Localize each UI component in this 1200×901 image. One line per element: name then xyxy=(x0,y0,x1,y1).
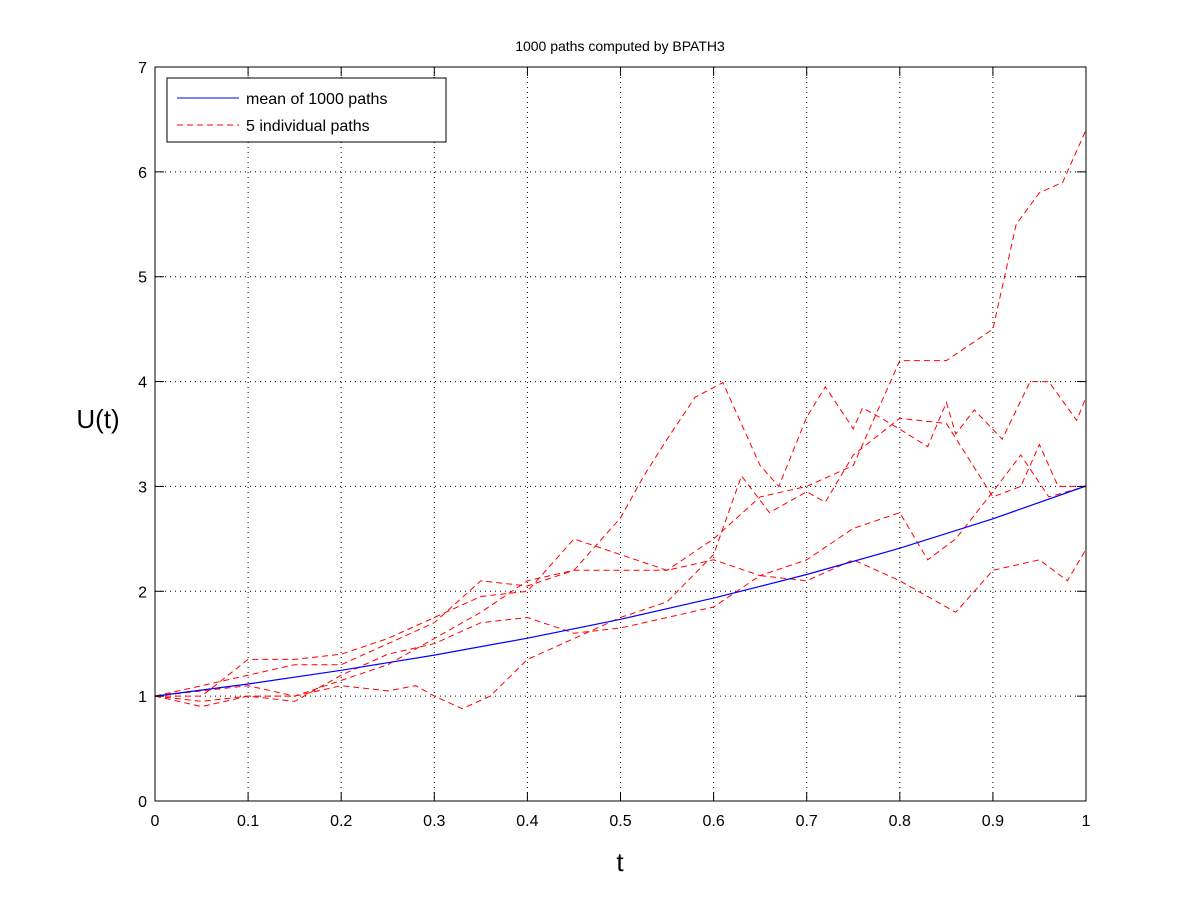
ticks: 0 0.1 0.2 0.3 0.4 0.5 0.6 0.7 0.8 0.9 1 0 1 2 3 4 5 6 7 xyxy=(138,60,1090,830)
x-tick-label: 0.8 xyxy=(889,813,911,830)
x-tick-label: 0.5 xyxy=(609,813,631,830)
x-tick-label: 0.7 xyxy=(796,813,818,830)
y-tick-label: 6 xyxy=(138,165,147,182)
chart-title: 1000 paths computed by BPATH3 xyxy=(515,38,725,54)
legend-box xyxy=(166,77,447,143)
plot-lines xyxy=(154,129,1087,710)
y-tick-label: 5 xyxy=(138,270,147,287)
y-axis-label: U(t) xyxy=(76,404,119,434)
individual-path-2 xyxy=(154,381,1087,697)
y-tick-label: 7 xyxy=(138,60,147,77)
y-tick-label: 3 xyxy=(138,479,147,496)
y-tick-label: 4 xyxy=(138,375,147,392)
x-tick-label: 0.9 xyxy=(982,813,1004,830)
y-tick-label: 0 xyxy=(138,794,147,811)
x-tick-label: 0.2 xyxy=(330,813,352,830)
x-tick-label: 0.3 xyxy=(423,813,445,830)
legend-paths-label: 5 individual paths xyxy=(246,118,370,135)
y-tick-label: 2 xyxy=(138,584,147,601)
legend-mean-label: mean of 1000 paths xyxy=(246,91,387,108)
individual-path-3 xyxy=(154,417,1086,710)
legend: mean of 1000 paths 5 individual paths xyxy=(166,77,447,143)
x-tick-label: 0.1 xyxy=(237,813,259,830)
individual-path-4 xyxy=(155,454,1087,697)
mean-path-line xyxy=(154,485,1087,697)
grid xyxy=(155,67,1086,801)
y-tick-label: 1 xyxy=(138,689,147,706)
x-tick-label: 0 xyxy=(151,813,160,830)
x-axis-label: t xyxy=(616,847,624,877)
x-tick-label: 1 xyxy=(1082,813,1091,830)
x-tick-label: 0.6 xyxy=(702,813,724,830)
x-tick-label: 0.4 xyxy=(516,813,538,830)
individual-path-5 xyxy=(154,549,1087,708)
